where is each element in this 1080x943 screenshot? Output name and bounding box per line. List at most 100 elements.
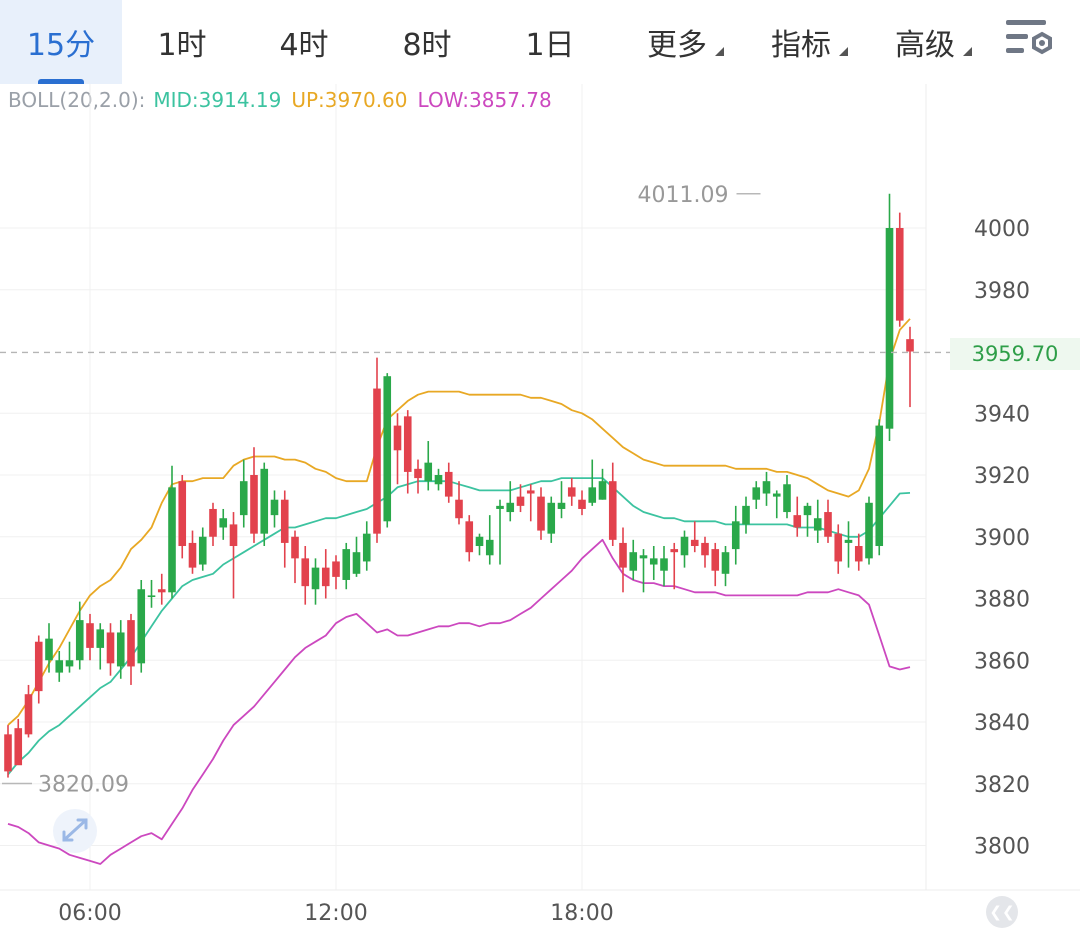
candle-body (516, 496, 525, 506)
tab-more-dropdown[interactable]: 更多 (624, 0, 730, 84)
y-tick-label: 4000 (974, 217, 1030, 242)
candle-body (270, 499, 279, 516)
candle-body (219, 518, 228, 528)
candle-body (813, 518, 822, 531)
candle-body (711, 549, 720, 571)
candle-body (168, 487, 176, 593)
candle-body (362, 533, 371, 562)
candle-body (188, 542, 197, 568)
caret-down-icon (839, 47, 848, 56)
tab-label: 高级 (895, 28, 955, 63)
candle-body (649, 558, 658, 565)
tab-advanced-dropdown[interactable]: 高级 (872, 0, 978, 84)
candle-body (803, 505, 812, 516)
candle-body (526, 490, 535, 494)
candle-body (547, 502, 556, 534)
candle-body (567, 487, 576, 497)
candle-body (496, 505, 504, 509)
candle-body (731, 521, 740, 550)
scroll-to-latest-button[interactable]: ❮❮ (986, 896, 1018, 928)
candle-body (147, 595, 156, 598)
candlestick-chart[interactable]: 4000 3980 3940 3920 3900 3880 3860 3840 3820 3800… (0, 84, 1080, 943)
candle-body (250, 475, 258, 534)
boll-line-up (7, 318, 911, 726)
candle-body (670, 549, 679, 553)
candle-body (752, 487, 761, 500)
tab-15min[interactable]: 15分 (0, 0, 122, 84)
candle-body (844, 539, 853, 543)
candle-body (301, 558, 310, 587)
candle-body (824, 512, 832, 537)
x-tick-label: 12:00 (304, 901, 367, 926)
candle-body (393, 425, 402, 451)
candle-body (229, 524, 238, 547)
candle-body (24, 694, 33, 735)
current-price-tag: 3959.70 (950, 338, 1080, 370)
candle-body (772, 493, 781, 497)
y-tick-label: 3940 (974, 402, 1030, 427)
candle-body (854, 546, 863, 562)
boll-label: BOLL(20,2.0): (8, 88, 146, 112)
skip-to-end-icon: ❮❮ (989, 903, 1015, 921)
candle-body (321, 567, 330, 587)
candle-body (291, 536, 299, 559)
y-tick-label: 3800 (974, 835, 1030, 860)
candle-body (783, 484, 791, 513)
candle-body (127, 620, 135, 667)
y-tick-label: 3860 (974, 649, 1030, 674)
candle-body (260, 468, 269, 534)
candle-body (598, 481, 607, 500)
caret-down-icon (715, 47, 724, 56)
candle-body (557, 502, 566, 509)
tab-label: 指标 (771, 28, 831, 63)
tab-indicators-dropdown[interactable]: 指标 (748, 0, 854, 84)
candle-body (65, 660, 74, 667)
candle-body (157, 589, 166, 593)
fullscreen-button[interactable] (50, 808, 100, 854)
candle-body (403, 416, 412, 472)
candle-body (280, 499, 289, 543)
candle-body (34, 641, 43, 692)
candle-body (75, 620, 84, 661)
candle-body (721, 552, 730, 574)
tab-label: 15分 (26, 28, 96, 63)
current-price-value: 3959.70 (971, 342, 1059, 366)
tab-label: 更多 (647, 28, 707, 63)
tab-4h[interactable]: 4时 (242, 0, 366, 84)
tab-8h[interactable]: 8时 (366, 0, 488, 84)
candle-body (895, 228, 904, 321)
tab-1h[interactable]: 1时 (122, 0, 242, 84)
y-tick-label: 3820 (974, 773, 1030, 798)
candle-body (96, 629, 105, 648)
candle-body (352, 552, 361, 574)
y-tick-label: 3920 (974, 464, 1030, 489)
candle-body (332, 561, 340, 577)
high-marker-label: 4011.09 (638, 183, 729, 208)
candle-body (414, 468, 422, 479)
candle-body (455, 499, 463, 519)
candle-body (178, 481, 187, 547)
candle-body (485, 539, 494, 556)
candle-body (588, 487, 597, 503)
candle-body (578, 499, 586, 509)
candle-body (742, 505, 750, 525)
boll-legend: BOLL(20,2.0): MID:3914.19 UP:3970.60 LOW:38… (8, 88, 562, 112)
candle-body (198, 536, 207, 565)
tab-1d[interactable]: 1日 (488, 0, 612, 84)
candle-body (4, 734, 12, 772)
caret-down-icon (963, 47, 972, 56)
candle-body (239, 481, 248, 516)
candle-body (86, 623, 94, 648)
candle-body (906, 339, 914, 352)
candle-body (608, 481, 617, 540)
candle-body (55, 660, 64, 673)
candle-body (834, 533, 843, 562)
candle-body (680, 536, 689, 556)
chart-settings-button[interactable] (1000, 14, 1060, 66)
y-tick-label: 3880 (974, 588, 1030, 613)
tab-label: 1时 (157, 28, 207, 63)
boll-low-value: LOW:3857.78 (417, 88, 552, 112)
candle-body (14, 728, 23, 766)
candle-body (762, 481, 771, 494)
chart-settings-icon (1006, 20, 1052, 55)
